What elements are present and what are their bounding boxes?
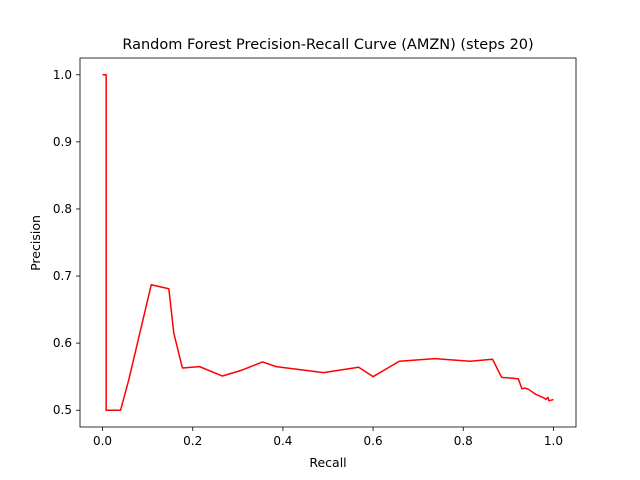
y-tick-label: 0.8: [53, 202, 72, 216]
x-tick-label: 0.8: [454, 434, 473, 448]
x-axis-label: Recall: [309, 455, 346, 470]
y-tick-label: 0.9: [53, 135, 72, 149]
x-tick-label: 0.4: [273, 434, 292, 448]
plot-area: 0.0 0.2 0.4 0.6 0.8 1.0 0.5 0.6 0.7 0.8 0.9 1.0: [53, 57, 577, 448]
y-tick-label: 0.7: [53, 269, 72, 283]
x-tick-label: 1.0: [544, 434, 563, 448]
series-line: [102, 74, 554, 411]
x-tick-label: 0.6: [364, 434, 383, 448]
axes-frame: [79, 57, 577, 428]
y-tick-label: 1.0: [53, 68, 72, 82]
x-tick-label: 0.2: [183, 434, 202, 448]
y-tick-label: 0.6: [53, 336, 72, 350]
chart-title: Random Forest Precision-Recall Curve (AM…: [122, 37, 533, 53]
y-tick-label: 0.5: [53, 403, 72, 417]
x-tick-label: 0.0: [93, 434, 112, 448]
y-axis-label: Precision: [28, 215, 43, 271]
